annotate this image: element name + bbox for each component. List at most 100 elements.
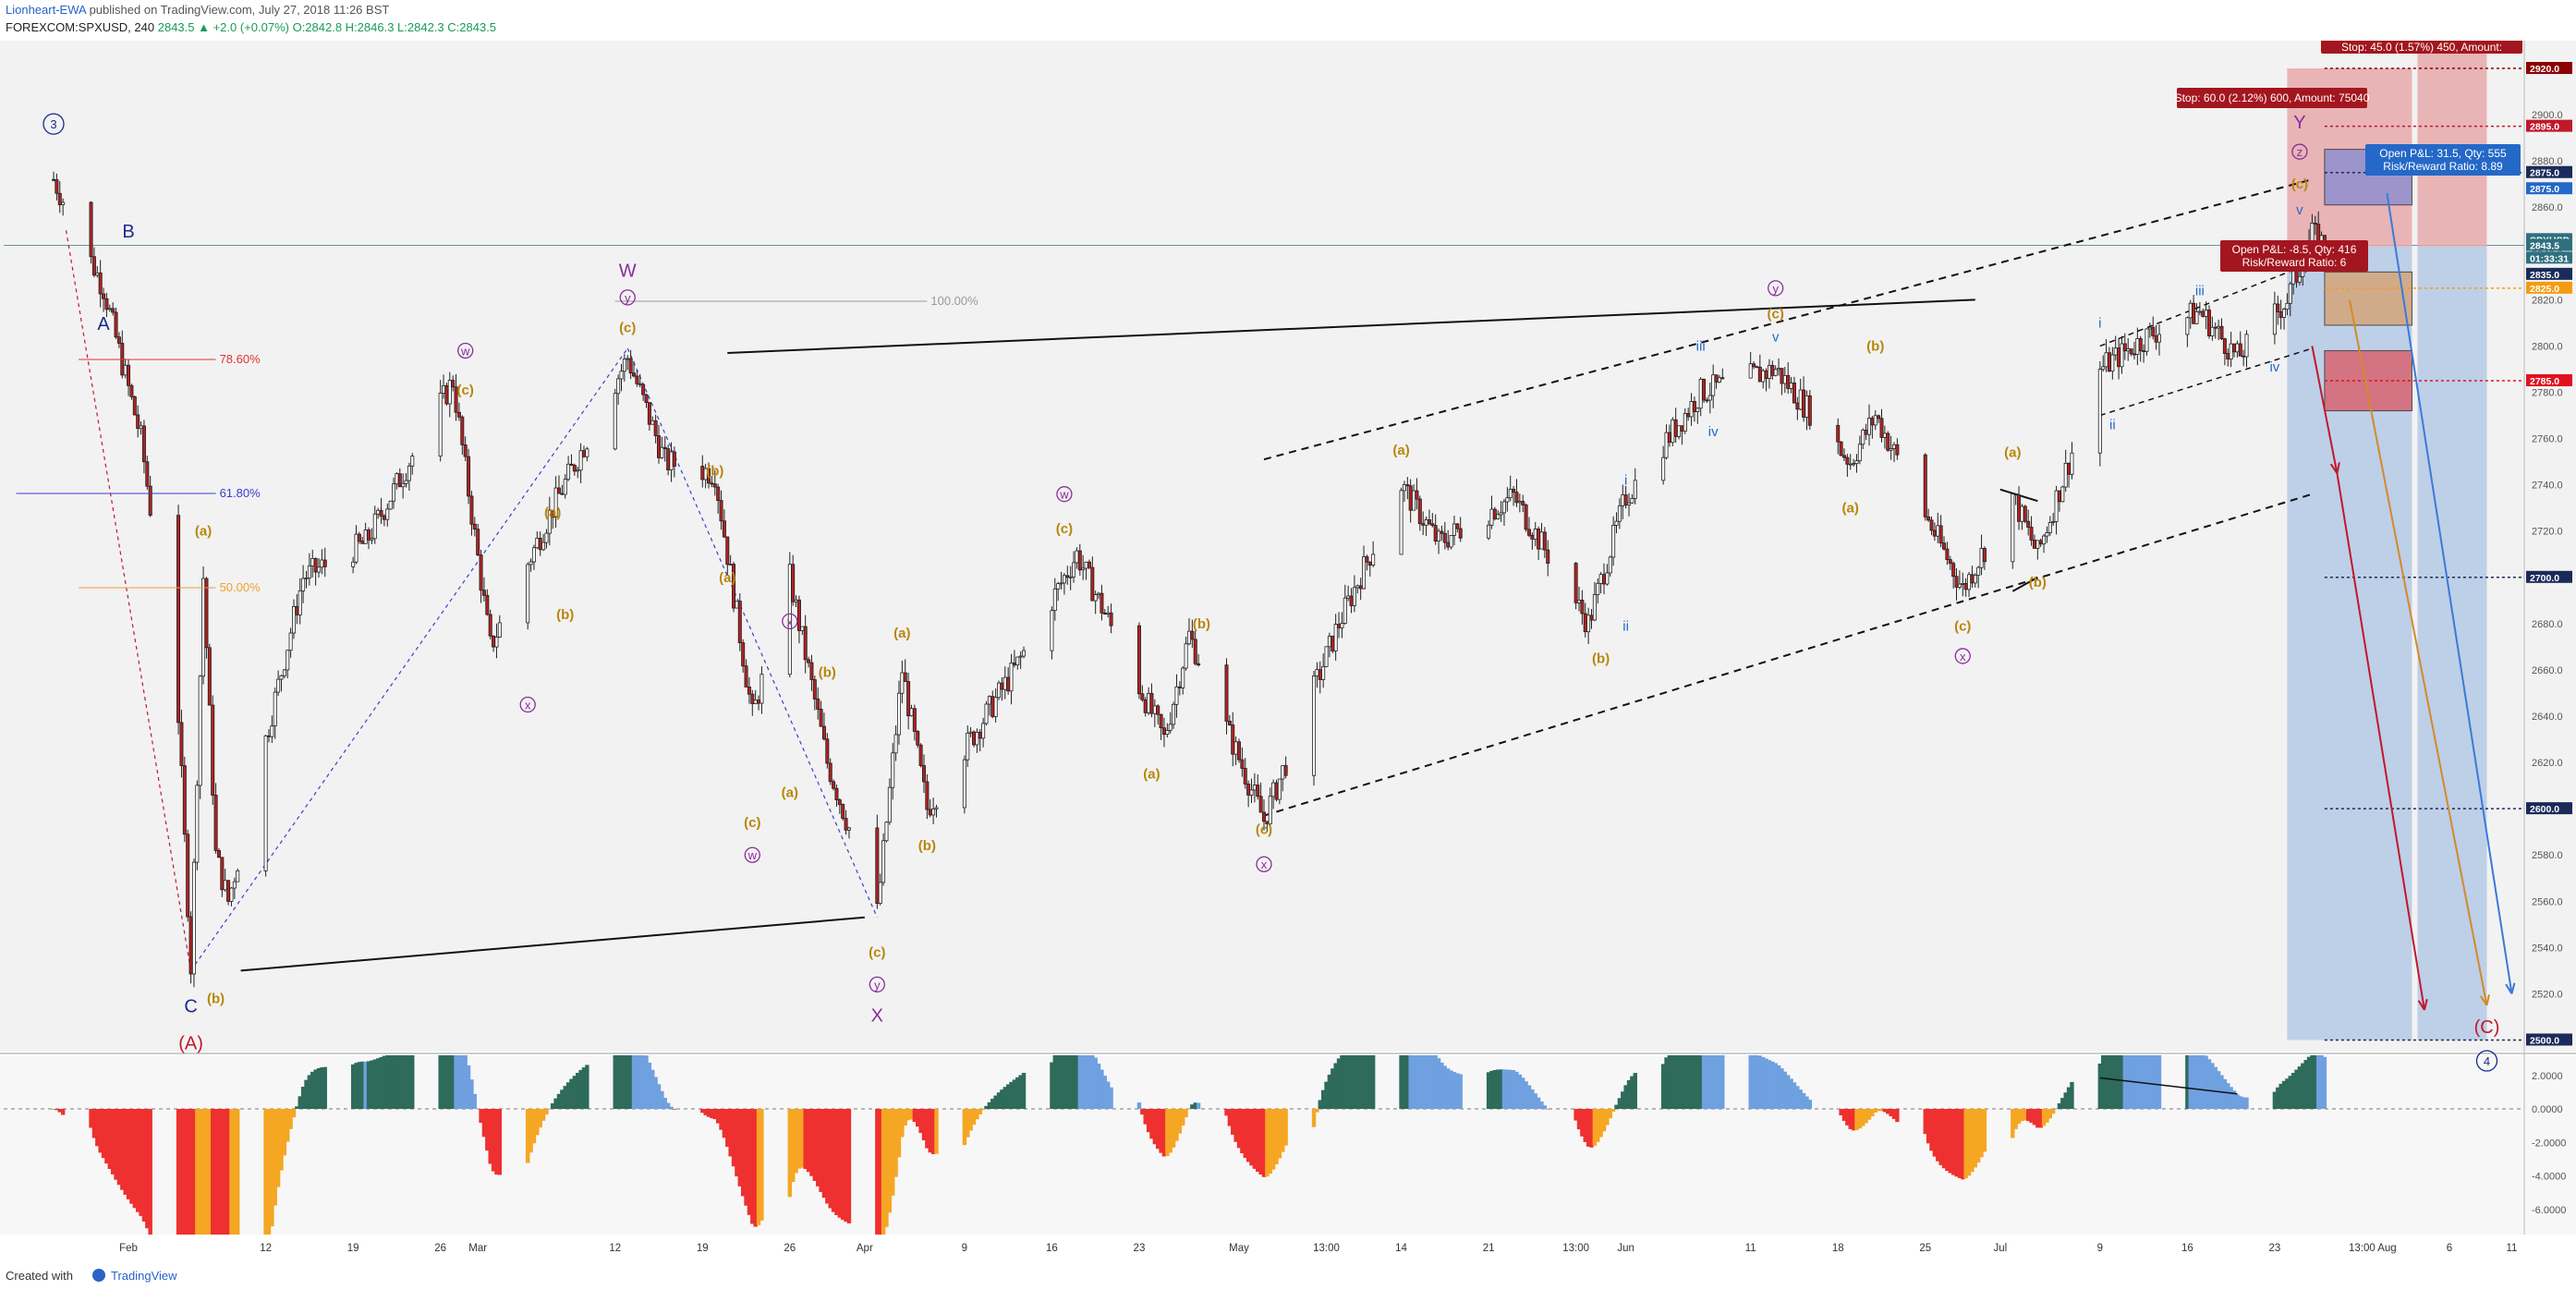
candle-body bbox=[1052, 588, 1057, 612]
osc-bar bbox=[1804, 1096, 1809, 1110]
candle-body bbox=[282, 669, 286, 676]
osc-bar bbox=[2035, 1109, 2040, 1128]
osc-bar bbox=[101, 1109, 106, 1159]
osc-bar bbox=[60, 1109, 66, 1115]
candle-body bbox=[1343, 597, 1347, 624]
candle-body bbox=[463, 444, 468, 457]
candle-body bbox=[632, 372, 637, 377]
osc-tick-label: -2.0000 bbox=[2532, 1138, 2566, 1149]
candle-body bbox=[757, 700, 761, 704]
chart-canvas[interactable]: 100.00% 78.60% 61.80% 50.00% 3 B A C (A) (a) (b) w… bbox=[0, 41, 2576, 1260]
candle-body bbox=[821, 725, 826, 740]
osc-bar bbox=[1891, 1109, 1897, 1119]
osc-bar bbox=[375, 1058, 381, 1110]
osc-bar bbox=[891, 1109, 895, 1196]
osc-bar bbox=[2278, 1083, 2283, 1110]
candle-body bbox=[794, 599, 798, 602]
osc-bar bbox=[1452, 1072, 1457, 1110]
osc-bar bbox=[971, 1109, 977, 1126]
osc-bar bbox=[672, 1109, 677, 1110]
price-tick-label: 2800.0 bbox=[2532, 341, 2563, 352]
candle-body bbox=[1517, 501, 1522, 504]
osc-bar bbox=[494, 1109, 499, 1175]
candle-body bbox=[1976, 566, 1981, 576]
price-tag-label: 2920.0 bbox=[2530, 64, 2559, 75]
osc-bar bbox=[1692, 1055, 1697, 1110]
osc-bar bbox=[930, 1109, 936, 1154]
osc-bar bbox=[1839, 1109, 1843, 1116]
time-tick-label: May bbox=[1229, 1243, 1249, 1254]
osc-divergence-line bbox=[2099, 1077, 2238, 1095]
candle-body bbox=[1090, 566, 1095, 602]
candle-body bbox=[1596, 582, 1600, 596]
candle-body bbox=[204, 578, 209, 649]
osc-bar bbox=[1442, 1065, 1448, 1110]
candle-body bbox=[531, 547, 536, 563]
author-link[interactable]: Lionheart-EWA bbox=[6, 3, 86, 17]
candle-body bbox=[372, 513, 377, 540]
candle-body bbox=[975, 731, 979, 746]
candle-body bbox=[444, 384, 449, 405]
candle-body bbox=[2113, 347, 2118, 356]
candle-body bbox=[921, 765, 926, 783]
candle-body bbox=[1866, 418, 1871, 435]
candle-body bbox=[884, 821, 889, 842]
osc-bar bbox=[1757, 1055, 1763, 1110]
osc-bar bbox=[1936, 1109, 1940, 1162]
osc-bar bbox=[722, 1109, 727, 1138]
tradingview-link[interactable]: TradingView bbox=[92, 1269, 177, 1283]
candle-body bbox=[288, 632, 293, 651]
candle-body bbox=[1761, 370, 1766, 383]
candle-body bbox=[787, 564, 792, 675]
osc-bar bbox=[2147, 1055, 2153, 1110]
wave-label: (b) bbox=[556, 607, 574, 623]
osc-bar bbox=[1424, 1055, 1428, 1110]
candle-body bbox=[307, 566, 311, 578]
candle-body bbox=[2226, 353, 2230, 359]
candle-body bbox=[1097, 592, 1101, 595]
candle-body bbox=[2278, 311, 2283, 318]
candle-body bbox=[1352, 587, 1356, 606]
candle-body bbox=[556, 487, 561, 494]
candle-body bbox=[1848, 463, 1853, 466]
fib-label: 61.80% bbox=[220, 486, 261, 500]
candle-body bbox=[1268, 796, 1272, 824]
candle-body bbox=[1877, 415, 1881, 420]
price-tick-label: 2680.0 bbox=[2532, 619, 2563, 630]
osc-bar bbox=[1680, 1055, 1684, 1110]
candle-body bbox=[2201, 310, 2205, 317]
osc-bar bbox=[1530, 1089, 1535, 1110]
candle-body bbox=[566, 463, 571, 481]
candle-body bbox=[1172, 703, 1176, 725]
candle-body bbox=[846, 827, 851, 831]
osc-bar bbox=[191, 1109, 197, 1235]
candle-body bbox=[1542, 531, 1547, 551]
osc-bar bbox=[1623, 1085, 1628, 1110]
candle-body bbox=[123, 364, 128, 376]
osc-bar bbox=[978, 1109, 982, 1115]
osc-bar bbox=[198, 1109, 202, 1235]
candle-body bbox=[1720, 377, 1725, 380]
osc-bar bbox=[213, 1109, 218, 1235]
osc-bar bbox=[1277, 1109, 1282, 1159]
candle-body bbox=[925, 781, 930, 810]
candle-body bbox=[2138, 338, 2143, 351]
candle-body bbox=[2154, 335, 2158, 343]
candle-body bbox=[1836, 424, 1841, 443]
osc-bar bbox=[1966, 1109, 1972, 1176]
wave-label: (b) bbox=[1193, 616, 1210, 632]
candle-body bbox=[213, 795, 218, 851]
osc-bar bbox=[2322, 1056, 2327, 1110]
osc-bar bbox=[912, 1109, 917, 1123]
osc-bar bbox=[576, 1073, 580, 1110]
candle-body bbox=[707, 468, 711, 484]
candle-body bbox=[385, 508, 390, 520]
candle-body bbox=[825, 738, 830, 764]
candle-body bbox=[469, 495, 474, 525]
wave-label: (b) bbox=[2029, 575, 2047, 590]
candle-body bbox=[918, 744, 923, 766]
candle-body bbox=[145, 461, 150, 487]
osc-bar bbox=[2054, 1108, 2059, 1110]
osc-bar bbox=[288, 1109, 293, 1129]
candle-body bbox=[367, 529, 371, 541]
